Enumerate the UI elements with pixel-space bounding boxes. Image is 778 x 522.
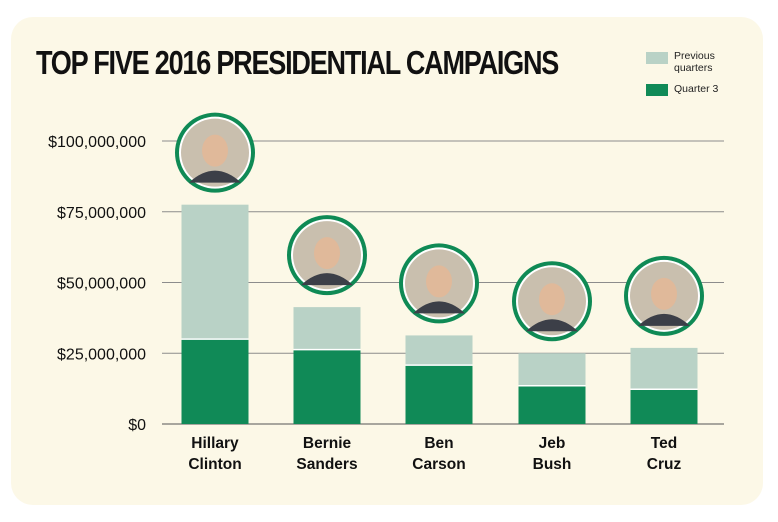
bar-quarter-3 [293,349,361,424]
avatar-face [202,134,228,167]
bar-quarter-3 [405,365,473,424]
category-label: Hillary [191,435,239,452]
category-label: Carson [412,456,465,473]
bar-previous-quarters [181,204,249,340]
avatar-face [314,237,340,270]
y-tick-label: $100,000,000 [48,134,146,151]
bar-previous-quarters [518,353,586,386]
category-label: Ted [651,435,677,452]
category-label: Ben [424,435,453,452]
category-label: Sanders [296,456,357,473]
bar-previous-quarters [405,335,473,366]
avatar-shoulders [638,313,690,326]
legend-label-previous: Previous quarters [674,50,715,74]
category-label: Clinton [188,456,241,473]
y-tick-label: $50,000,000 [57,276,146,293]
avatar-face [539,283,565,316]
chart-title: TOP FIVE 2016 PRESIDENTIAL CAMPAIGNS [36,44,559,81]
category-label: Bush [533,456,572,473]
bar-previous-quarters [293,307,361,350]
category-label: Jeb [539,435,566,452]
avatar-face [651,277,677,310]
legend-swatch-q3 [646,84,668,96]
bar-quarter-3 [630,389,698,424]
legend-label-q3: Quarter 3 [674,83,719,95]
y-tick-label: $75,000,000 [57,205,146,222]
category-label: Bernie [303,435,352,452]
bar-previous-quarters [630,347,698,390]
avatar-face [426,265,452,298]
category-label: Cruz [647,456,682,473]
bar-quarter-3 [181,339,249,424]
y-tick-label: $0 [128,417,146,434]
avatar-shoulders [301,273,353,286]
avatar-shoulders [413,301,465,314]
avatar-shoulders [526,319,578,332]
y-tick-label: $25,000,000 [57,346,146,363]
avatar-shoulders [189,170,241,183]
bar-quarter-3 [518,385,586,424]
legend-swatch-previous [646,52,668,64]
